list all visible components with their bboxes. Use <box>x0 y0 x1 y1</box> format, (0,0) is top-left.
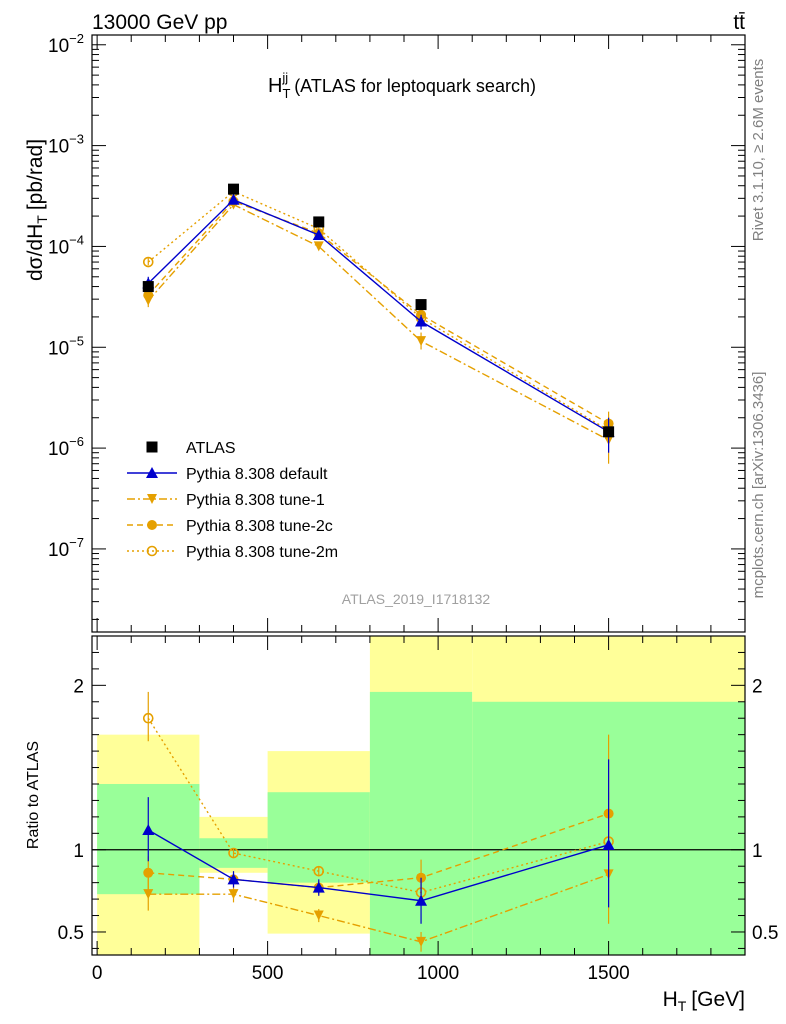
upper-y-label-rest: [pb/rad] <box>24 139 47 210</box>
ratio-tune2m-point <box>142 712 154 724</box>
ratio-y-tick-label-left: 2 <box>73 676 84 697</box>
tick-exponent: −3 <box>69 132 84 147</box>
ratio-default-point <box>602 838 615 850</box>
ratio-frame <box>91 635 746 956</box>
upper-y-tick-label: 10−3 <box>48 132 84 158</box>
plot-title: HTjj (ATLAS for leptoquark search) <box>268 70 536 101</box>
x-tick-label: 0 <box>92 963 103 984</box>
rivet-version-label: Rivet 3.1.10, ≥ 2.6M events <box>750 59 767 242</box>
upper-y-tick-label: 10−5 <box>48 333 84 359</box>
x-label-main: H <box>663 988 678 1011</box>
x-tick-label: 1000 <box>417 963 459 984</box>
x-label-rest: [GeV] <box>691 988 745 1011</box>
legend-default-marker <box>146 467 158 478</box>
ratio-tune1-point <box>228 889 239 900</box>
upper-frame <box>91 34 746 633</box>
legend: ATLAS Pythia 8.308 default Pythia 8.308 tu… <box>127 440 338 561</box>
upper-default-point <box>312 228 325 240</box>
upper-y-tick-label: 10−4 <box>48 232 84 258</box>
analysis-watermark: ATLAS_2019_I1718132 <box>342 591 491 607</box>
upper-tune2m-point <box>142 256 154 268</box>
ratio-panel: 0.5 0.5 1 1 2 2 0 500 1000 1500 <box>58 635 778 984</box>
tick-exponent: −2 <box>69 31 84 46</box>
x-tick-label: 500 <box>252 963 284 984</box>
upper-y-axis-label: dσ/dHT [pb/rad] <box>24 139 50 281</box>
upper-y-tick-label: 10−6 <box>48 434 84 460</box>
x-axis-label: HT [GeV] <box>663 988 745 1014</box>
plot-title-rest: (ATLAS for leptoquark search) <box>294 76 536 96</box>
legend-tune2c-marker <box>147 520 157 530</box>
upper-y-label-main: dσ/dH <box>24 224 47 281</box>
legend-atlas-label: ATLAS <box>186 440 236 457</box>
ratio-y-axis-label: Ratio to ATLAS <box>25 741 42 849</box>
tick-base: 10 <box>48 36 69 57</box>
ratio-tune2c-point <box>143 867 154 878</box>
ratio-tune1-point <box>143 889 154 900</box>
ratio-y-tick-label-right: 1 <box>752 841 763 862</box>
upper-atlas-point <box>313 216 325 228</box>
tick-exponent: −6 <box>69 434 84 449</box>
x-label-sub: T <box>678 998 687 1014</box>
legend-tune2m-label: Pythia 8.308 tune-2m <box>186 544 338 561</box>
upper-y-tick-label: 10−7 <box>48 535 84 561</box>
upper-default-point <box>415 315 428 327</box>
ratio-tune1-point <box>313 910 324 921</box>
upper-atlas-point <box>415 299 427 311</box>
tick-base: 10 <box>48 439 69 460</box>
upper-tune1-point <box>143 295 154 306</box>
tick-exponent: −7 <box>69 535 84 550</box>
tick-exponent: −4 <box>69 232 84 247</box>
tick-exponent: −5 <box>69 333 84 348</box>
upper-y-tick-label: 10−2 <box>48 31 84 57</box>
mcplots-label: mcplots.cern.ch [arXiv:1306.3436] <box>750 372 767 599</box>
tick-base: 10 <box>48 540 69 561</box>
legend-tune1-label: Pythia 8.308 tune-1 <box>186 492 325 509</box>
ratio-tune2m-point <box>228 847 239 859</box>
tick-base: 10 <box>48 338 69 359</box>
ratio-default-point <box>142 824 155 836</box>
ratio-y-tick-label-right: 0.5 <box>752 923 778 944</box>
ratio-tune2m-point <box>313 865 325 877</box>
upper-tune1-point <box>416 336 427 347</box>
ratio-y-tick-label-right: 2 <box>752 676 763 697</box>
legend-tune2m-marker <box>146 545 158 557</box>
upper-tune2c-line <box>147 200 609 425</box>
header-collision-label: 13000 GeV pp <box>92 11 227 34</box>
tick-base: 10 <box>48 237 69 258</box>
x-tick-label: 1500 <box>587 963 629 984</box>
upper-atlas-point <box>142 281 154 293</box>
upper-tune1-point <box>313 241 324 252</box>
ratio-default-point <box>415 894 428 906</box>
plot-title-sup: jj <box>281 70 288 85</box>
ratio-y-tick-label-left: 1 <box>73 841 84 862</box>
legend-default-label: Pythia 8.308 default <box>186 466 328 483</box>
upper-atlas-point <box>228 183 240 195</box>
ratio-default-point <box>312 881 325 893</box>
plot-title-main: H <box>268 75 282 97</box>
upper-tune1-line <box>147 203 609 441</box>
plot-title-sub: T <box>282 86 290 101</box>
header-process-label: tt̄ <box>733 11 745 34</box>
upper-atlas-point <box>603 426 615 438</box>
legend-tune2c-label: Pythia 8.308 tune-2c <box>186 518 333 535</box>
ratio-default-point <box>227 873 240 885</box>
tick-base: 10 <box>48 137 69 158</box>
upper-default-point <box>227 193 240 205</box>
ratio-tune1-point <box>416 936 427 947</box>
upper-y-label-sub: T <box>34 215 50 224</box>
legend-tune1-marker <box>147 494 157 504</box>
ratio-y-tick-label-left: 0.5 <box>58 923 84 944</box>
legend-atlas-marker <box>146 441 158 453</box>
